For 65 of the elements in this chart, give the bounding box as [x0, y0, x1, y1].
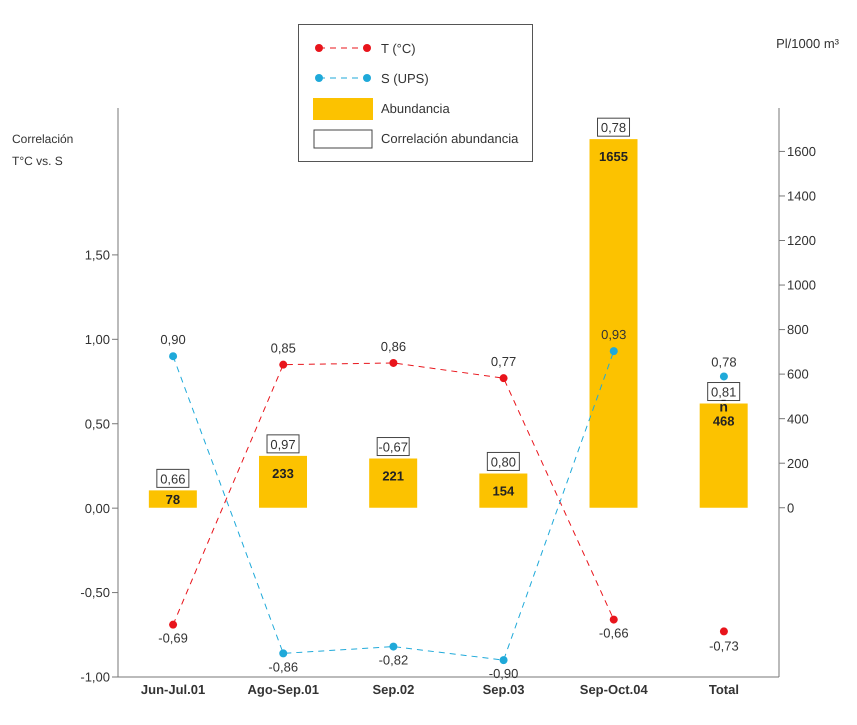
- y2-tick-label: 0: [787, 500, 794, 516]
- data-label: 0,85: [270, 340, 296, 356]
- y2-tick-label: 200: [787, 456, 809, 471]
- y2-tick-label: 400: [787, 411, 809, 426]
- data-label: -0,66: [598, 626, 629, 641]
- data-label: -0,86: [268, 659, 298, 674]
- data-label: 0,93: [601, 327, 626, 342]
- annotation: n̄: [719, 398, 728, 415]
- y-tick-label: -0,50: [80, 585, 110, 600]
- x-tick-label: Sep.02: [372, 682, 414, 698]
- point: [279, 649, 288, 658]
- data-label: 233: [272, 466, 294, 481]
- legend-label: S (UPS): [381, 70, 429, 86]
- data-label: -0,82: [378, 652, 408, 668]
- data-label: 154: [492, 483, 515, 498]
- bar: [259, 456, 308, 508]
- point: [500, 374, 508, 382]
- data-label: -0,73: [709, 638, 739, 654]
- x-tick-label: Total: [708, 682, 739, 698]
- data-label: -0,69: [158, 630, 188, 646]
- point: [610, 616, 618, 624]
- point: [279, 360, 288, 369]
- data-label: 0,77: [490, 354, 516, 370]
- point: [389, 358, 398, 367]
- data-label: 0,86: [380, 338, 406, 354]
- bar: [369, 458, 418, 508]
- point: [610, 347, 618, 356]
- x-tick-label: Sep.03: [482, 682, 525, 698]
- annotation: -0,67: [378, 440, 408, 455]
- y-tick-label: 0,00: [84, 500, 110, 516]
- x-tick-label: Ago-Sep.01: [247, 682, 320, 698]
- y2-axis-title: Pl/1000 m³: [776, 36, 839, 51]
- data-label: 78: [166, 492, 180, 508]
- data-label: 221: [382, 468, 404, 484]
- x-tick-label: Sep-Oct.04: [580, 682, 648, 698]
- data-label: 1655: [599, 149, 628, 164]
- y-tick-label: 1,50: [84, 248, 110, 263]
- bar: [479, 473, 528, 508]
- y2-tick-label: 1200: [787, 233, 816, 248]
- y2-tick-label: 1000: [787, 278, 816, 293]
- y2-tick-label: 1600: [787, 144, 816, 160]
- data-label: 0,90: [160, 332, 186, 348]
- annotation: 0,66: [160, 471, 186, 486]
- annotation: 0,80: [490, 454, 516, 470]
- bar: [590, 139, 638, 508]
- annotation: 0,97: [270, 436, 296, 452]
- point: [169, 620, 178, 629]
- legend-label: Abundancia: [381, 100, 450, 116]
- legend-label: T (°C): [381, 40, 416, 56]
- y-tick-label: -1,00: [80, 670, 110, 685]
- y-tick-label: 0,50: [84, 416, 110, 432]
- y2-tick-label: 600: [787, 366, 809, 382]
- data-label: 468: [712, 414, 735, 429]
- annotation: Correlación abundancia: [381, 130, 518, 146]
- data-label: 0,78: [711, 354, 737, 370]
- y2-tick-label: 800: [787, 322, 809, 338]
- annotation: 0,81: [711, 384, 736, 400]
- y2-tick-label: 1400: [787, 188, 816, 204]
- point: [389, 642, 398, 651]
- y-tick-label: 1,00: [84, 332, 110, 347]
- point: [169, 352, 178, 360]
- y-axis-title: Correlación T°C vs. S: [12, 131, 74, 170]
- point: [500, 656, 508, 664]
- annotation: 0,78: [600, 120, 626, 136]
- x-tick-label: Jun-Jul.01: [140, 682, 206, 698]
